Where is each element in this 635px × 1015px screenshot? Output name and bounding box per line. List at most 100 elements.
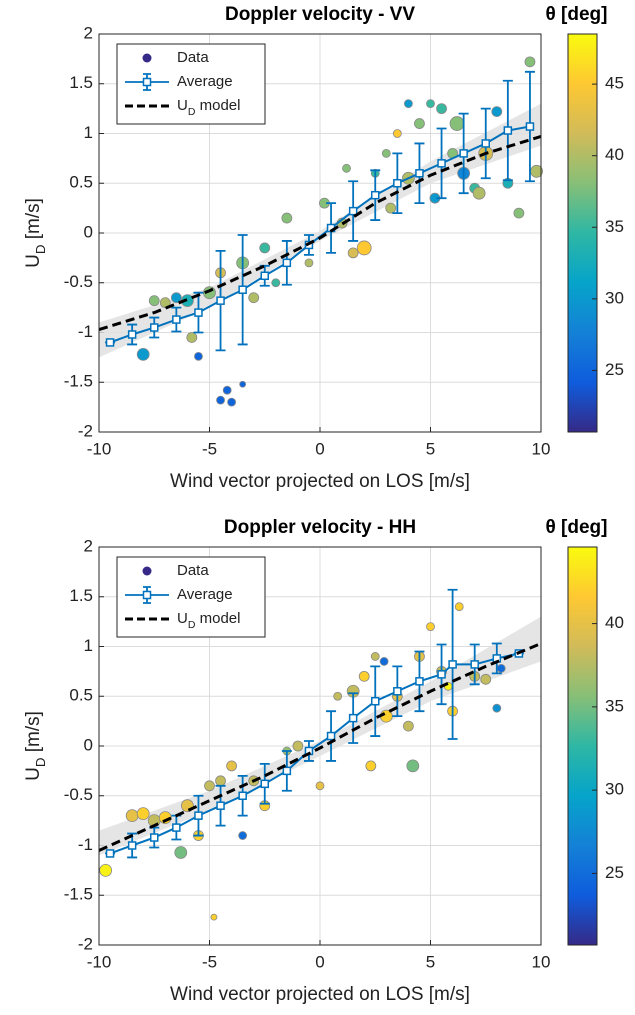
legend-label: UD model <box>177 610 240 631</box>
y-tick-label: 1 <box>84 123 93 142</box>
colorbar-title: θ [deg] <box>546 4 608 25</box>
average-marker <box>437 159 446 168</box>
y-axis-label-part: U <box>23 767 44 781</box>
data-point <box>226 760 238 772</box>
x-tick-label: 5 <box>426 952 435 971</box>
average-marker <box>105 849 115 858</box>
legend-box <box>116 43 266 125</box>
legend-label: Average <box>177 73 233 90</box>
data-point <box>215 775 226 787</box>
data-point <box>385 202 397 214</box>
data-point <box>210 913 218 921</box>
average-marker <box>194 811 203 820</box>
average-marker <box>238 791 247 800</box>
data-point <box>342 163 351 173</box>
data-point <box>216 395 225 405</box>
x-tick-label: -5 <box>202 439 217 458</box>
average-marker <box>371 696 380 706</box>
average-marker <box>437 670 446 679</box>
colorbar-tick-label: 25 <box>605 863 624 882</box>
colorbar-tick-label: 45 <box>605 74 624 93</box>
average-marker <box>282 766 292 776</box>
data-point <box>99 863 113 877</box>
average-marker <box>238 285 247 294</box>
colorbar-tick-label: 30 <box>605 288 624 307</box>
y-tick-label: 2 <box>84 23 93 42</box>
average-marker <box>448 660 457 669</box>
y-axis-label-sub: D <box>33 758 48 768</box>
average-marker <box>326 731 336 741</box>
data-point <box>347 247 359 259</box>
chart-title: Doppler velocity - VV <box>225 4 415 25</box>
colorbar <box>567 33 598 433</box>
y-tick-label: -0.5 <box>64 785 93 804</box>
x-axis-label: Wind vector projected on LOS [m/s] <box>170 984 470 1005</box>
y-tick-label: -1 <box>78 835 93 854</box>
model-line <box>98 135 542 331</box>
colorbar <box>567 546 598 946</box>
data-point <box>402 720 414 732</box>
average-marker <box>127 330 137 339</box>
y-tick-label: -0.5 <box>64 272 93 291</box>
y-axis-label-part: U <box>23 254 44 268</box>
colorbar-tick-label: 35 <box>605 696 624 715</box>
y-tick-label: 1 <box>84 636 93 655</box>
data-point <box>292 740 304 752</box>
data-point <box>170 292 182 304</box>
colorbar-tick-label: 25 <box>605 360 624 379</box>
y-axis-label: UD [m/s] <box>23 198 48 268</box>
data-point <box>379 657 389 666</box>
legend-label: UD model <box>177 97 240 118</box>
data-point <box>333 691 343 701</box>
y-tick-label: -1 <box>78 322 93 341</box>
x-tick-label: 10 <box>532 952 551 971</box>
data-point <box>496 663 506 673</box>
colorbar-tick-label: 40 <box>605 613 624 632</box>
average-marker <box>216 801 225 810</box>
data-point <box>449 116 465 131</box>
legend-label-sub: D <box>188 619 196 631</box>
y-tick-label: 2 <box>84 536 93 555</box>
average-marker <box>503 126 513 135</box>
data-point <box>381 148 391 158</box>
legend-label: Average <box>177 586 233 603</box>
data-point <box>392 129 402 138</box>
x-tick-label: -10 <box>87 439 112 458</box>
legend-label-part: U <box>177 97 188 114</box>
average-marker <box>415 677 424 686</box>
legend-label-part: model <box>195 610 240 627</box>
legend-box <box>116 556 266 638</box>
average-marker <box>481 139 490 148</box>
average-marker <box>348 206 358 216</box>
data-point <box>436 103 447 115</box>
data-point <box>136 807 150 821</box>
data-point <box>370 652 380 661</box>
average-marker <box>393 179 402 188</box>
average-marker <box>282 258 292 268</box>
x-tick-label: -5 <box>202 952 217 971</box>
data-point <box>238 831 248 840</box>
axes-frame <box>98 546 542 946</box>
data-point <box>358 670 370 682</box>
x-tick-label: 0 <box>315 439 324 458</box>
chart: -10 -5 0 5 10 -2 -1.5 -1 -0.5 0 0.5 1 1.5 2 Data Averag… <box>23 517 624 1005</box>
legend-label: Data <box>177 49 209 66</box>
y-axis-label: UD [m/s] <box>23 711 48 781</box>
average-marker <box>393 687 402 696</box>
average-marker <box>150 833 159 842</box>
data-point <box>304 258 314 268</box>
y-tick-label: 1.5 <box>69 586 93 605</box>
average-marker <box>459 149 468 158</box>
y-tick-label: 0 <box>84 222 93 241</box>
legend-marker <box>142 590 152 600</box>
x-tick-label: 0 <box>315 952 324 971</box>
data-point <box>239 380 247 388</box>
data-point <box>186 332 198 343</box>
data-point <box>426 622 435 631</box>
data-point <box>174 846 188 859</box>
data-point <box>125 809 139 823</box>
data-point <box>356 240 372 256</box>
colorbar-tick-label: 35 <box>605 217 624 236</box>
chart-title: Doppler velocity - HH <box>224 517 416 538</box>
y-axis-label-part: [m/s] <box>23 198 44 244</box>
